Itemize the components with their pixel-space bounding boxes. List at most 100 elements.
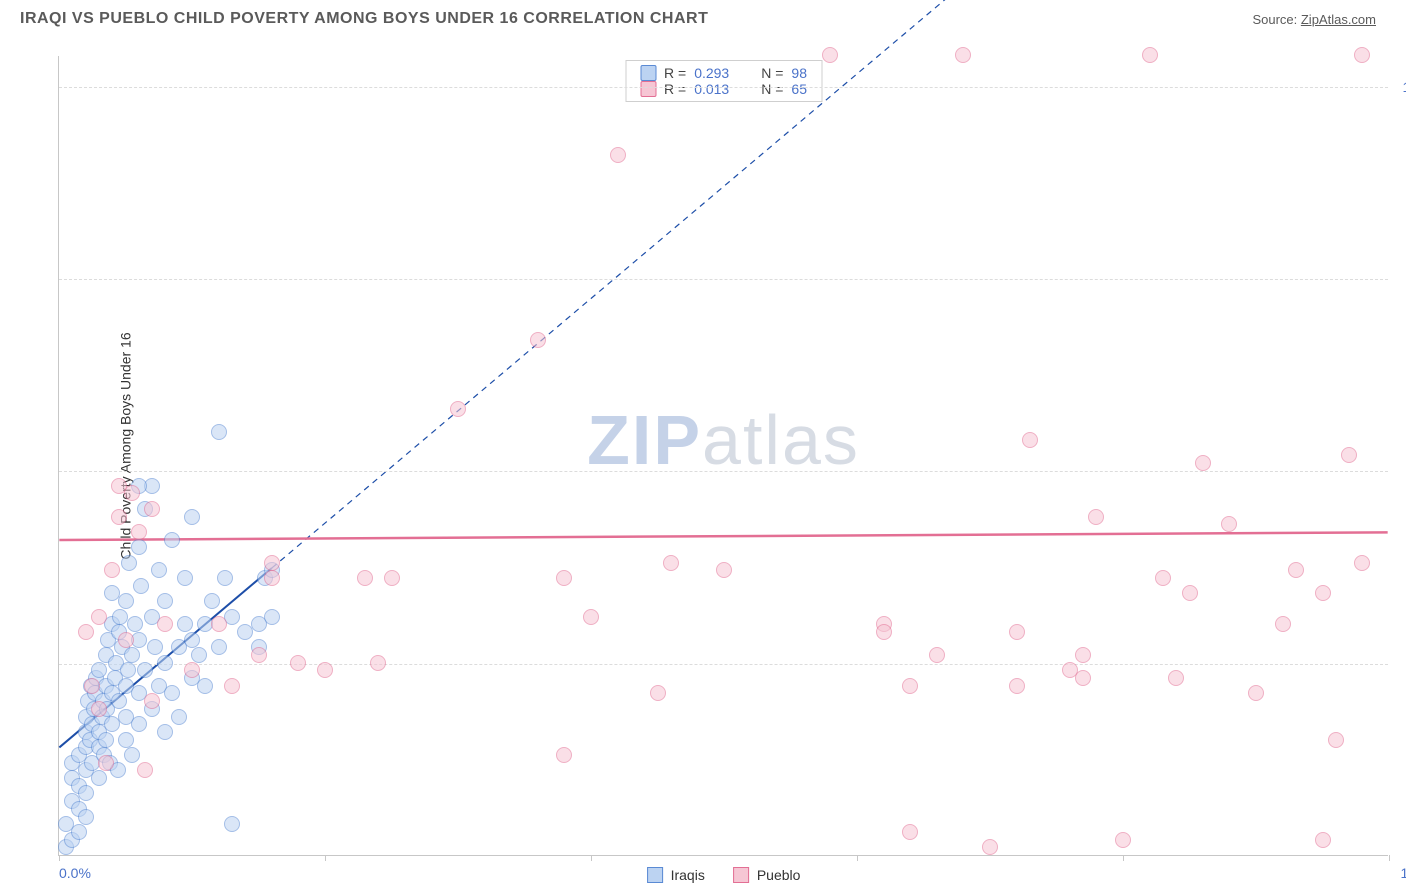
data-point [147, 639, 163, 655]
data-point [124, 747, 140, 763]
data-point [1315, 832, 1331, 848]
data-point [157, 724, 173, 740]
data-point [78, 809, 94, 825]
data-point [1168, 670, 1184, 686]
data-point [876, 624, 892, 640]
gridline [59, 279, 1388, 280]
legend-swatch [733, 867, 749, 883]
data-point [164, 685, 180, 701]
chart-title: IRAQI VS PUEBLO CHILD POVERTY AMONG BOYS… [20, 10, 708, 28]
data-point [370, 655, 386, 671]
legend-swatch [647, 867, 663, 883]
data-point [184, 662, 200, 678]
data-point [1155, 570, 1171, 586]
data-point [91, 701, 107, 717]
data-point [1275, 616, 1291, 632]
scatter-chart: ZIPatlas R =0.293N =98R =0.013N =65 Iraq… [58, 56, 1388, 856]
data-point [902, 824, 918, 840]
data-point [111, 509, 127, 525]
data-point [902, 678, 918, 694]
data-point [1088, 509, 1104, 525]
data-point [157, 655, 173, 671]
data-point [104, 562, 120, 578]
regression-lines [59, 56, 1388, 855]
legend-swatch [640, 65, 656, 81]
r-value: 0.293 [694, 65, 729, 81]
legend-item: Pueblo [733, 867, 801, 883]
data-point [1354, 47, 1370, 63]
data-point [177, 616, 193, 632]
data-point [118, 732, 134, 748]
data-point [71, 824, 87, 840]
data-point [111, 693, 127, 709]
data-point [982, 839, 998, 855]
r-value: 0.013 [694, 81, 729, 97]
data-point [450, 401, 466, 417]
data-point [1248, 685, 1264, 701]
data-point [556, 747, 572, 763]
data-point [98, 755, 114, 771]
x-tick [591, 855, 592, 861]
r-label: R = [664, 81, 686, 97]
data-point [650, 685, 666, 701]
data-point [264, 555, 280, 571]
y-tick-label: 50.0% [1394, 463, 1406, 479]
data-point [177, 570, 193, 586]
data-point [137, 662, 153, 678]
data-point [264, 609, 280, 625]
data-point [164, 532, 180, 548]
data-point [1022, 432, 1038, 448]
watermark-atlas: atlas [702, 401, 860, 479]
regression-line-dashed [272, 0, 1388, 568]
data-point [184, 632, 200, 648]
data-point [78, 624, 94, 640]
data-point [1288, 562, 1304, 578]
data-point [127, 616, 143, 632]
n-value: 98 [791, 65, 807, 81]
data-point [1075, 670, 1091, 686]
legend-row: R =0.293N =98 [640, 65, 807, 81]
data-point [78, 785, 94, 801]
correlation-legend: R =0.293N =98R =0.013N =65 [625, 60, 822, 102]
watermark-zip: ZIP [587, 401, 702, 479]
data-point [124, 647, 140, 663]
data-point [133, 578, 149, 594]
data-point [91, 609, 107, 625]
source-link[interactable]: ZipAtlas.com [1301, 12, 1376, 27]
data-point [1009, 678, 1025, 694]
x-tick [1389, 855, 1390, 861]
legend-item: Iraqis [647, 867, 705, 883]
data-point [384, 570, 400, 586]
x-tick-label: 100.0% [1392, 865, 1406, 881]
data-point [264, 570, 280, 586]
x-tick [1123, 855, 1124, 861]
data-point [144, 501, 160, 517]
data-point [120, 662, 136, 678]
data-point [530, 332, 546, 348]
data-point [1182, 585, 1198, 601]
x-tick-label: 0.0% [59, 865, 91, 881]
data-point [204, 593, 220, 609]
data-point [1195, 455, 1211, 471]
x-tick [857, 855, 858, 861]
chart-source: Source: ZipAtlas.com [1252, 12, 1376, 27]
data-point [583, 609, 599, 625]
data-point [224, 816, 240, 832]
legend-label: Pueblo [757, 867, 801, 883]
data-point [663, 555, 679, 571]
data-point [217, 570, 233, 586]
data-point [290, 655, 306, 671]
data-point [1354, 555, 1370, 571]
data-point [121, 555, 137, 571]
data-point [211, 616, 227, 632]
data-point [191, 647, 207, 663]
data-point [1221, 516, 1237, 532]
legend-row: R =0.013N =65 [640, 81, 807, 97]
data-point [157, 616, 173, 632]
y-tick-label: 100.0% [1394, 79, 1406, 95]
data-point [144, 693, 160, 709]
data-point [211, 639, 227, 655]
data-point [91, 770, 107, 786]
n-label: N = [761, 65, 783, 81]
data-point [716, 562, 732, 578]
